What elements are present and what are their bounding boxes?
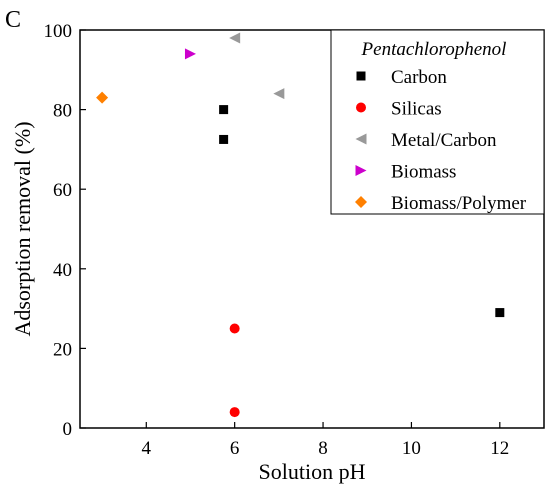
- y-tick-label: 0: [63, 419, 73, 440]
- legend-label-silicas: Silicas: [391, 99, 442, 120]
- y-tick-label: 80: [53, 101, 72, 122]
- x-axis-label: Solution pH: [259, 459, 366, 484]
- y-tick-label: 100: [44, 21, 73, 42]
- point-carbon: [495, 308, 505, 318]
- point-metal-carbon: [273, 88, 285, 100]
- legend-marker-metal-carbon: [355, 133, 367, 145]
- panel-label: C: [5, 7, 21, 33]
- x-tick-label: 6: [230, 438, 240, 459]
- data-points: [96, 32, 505, 418]
- point-carbon: [219, 105, 229, 115]
- legend-label-metal-carbon: Metal/Carbon: [391, 130, 497, 151]
- legend-title: Pentachlorophenol: [361, 39, 507, 60]
- legend-marker-biomass-polymer: [355, 196, 367, 208]
- x-tick-label: 4: [142, 438, 152, 459]
- y-axis: 0 20 40 60 80 100: [44, 21, 86, 440]
- legend-label-biomass-polymer: Biomass/Polymer: [391, 193, 527, 214]
- point-biomass: [184, 48, 196, 60]
- legend-label-biomass: Biomass: [391, 162, 456, 183]
- legend-marker-silicas: [356, 102, 366, 113]
- x-tick-label: 12: [490, 438, 509, 459]
- x-tick-label: 8: [318, 438, 328, 459]
- y-axis-label: Adsorption removal (%): [10, 121, 35, 336]
- legend-marker-carbon: [356, 71, 366, 81]
- point-silicas: [229, 323, 240, 334]
- y-tick-label: 60: [53, 180, 72, 201]
- legend-label-carbon: Carbon: [391, 67, 447, 88]
- point-silicas: [229, 407, 240, 418]
- y-tick-label: 20: [53, 339, 72, 360]
- legend-marker-biomass: [355, 165, 367, 176]
- legend: Pentachlorophenol Carbon Silicas Metal/Car…: [330, 29, 545, 215]
- y-tick-label: 40: [53, 260, 72, 281]
- point-carbon: [219, 134, 229, 144]
- point-biomass-polymer: [96, 91, 109, 104]
- point-metal-carbon: [229, 32, 241, 44]
- x-axis: 4 6 8 10 12: [142, 422, 509, 459]
- legend-box: [330, 29, 545, 215]
- plot-area: [79, 29, 545, 429]
- x-tick-label: 10: [402, 438, 421, 459]
